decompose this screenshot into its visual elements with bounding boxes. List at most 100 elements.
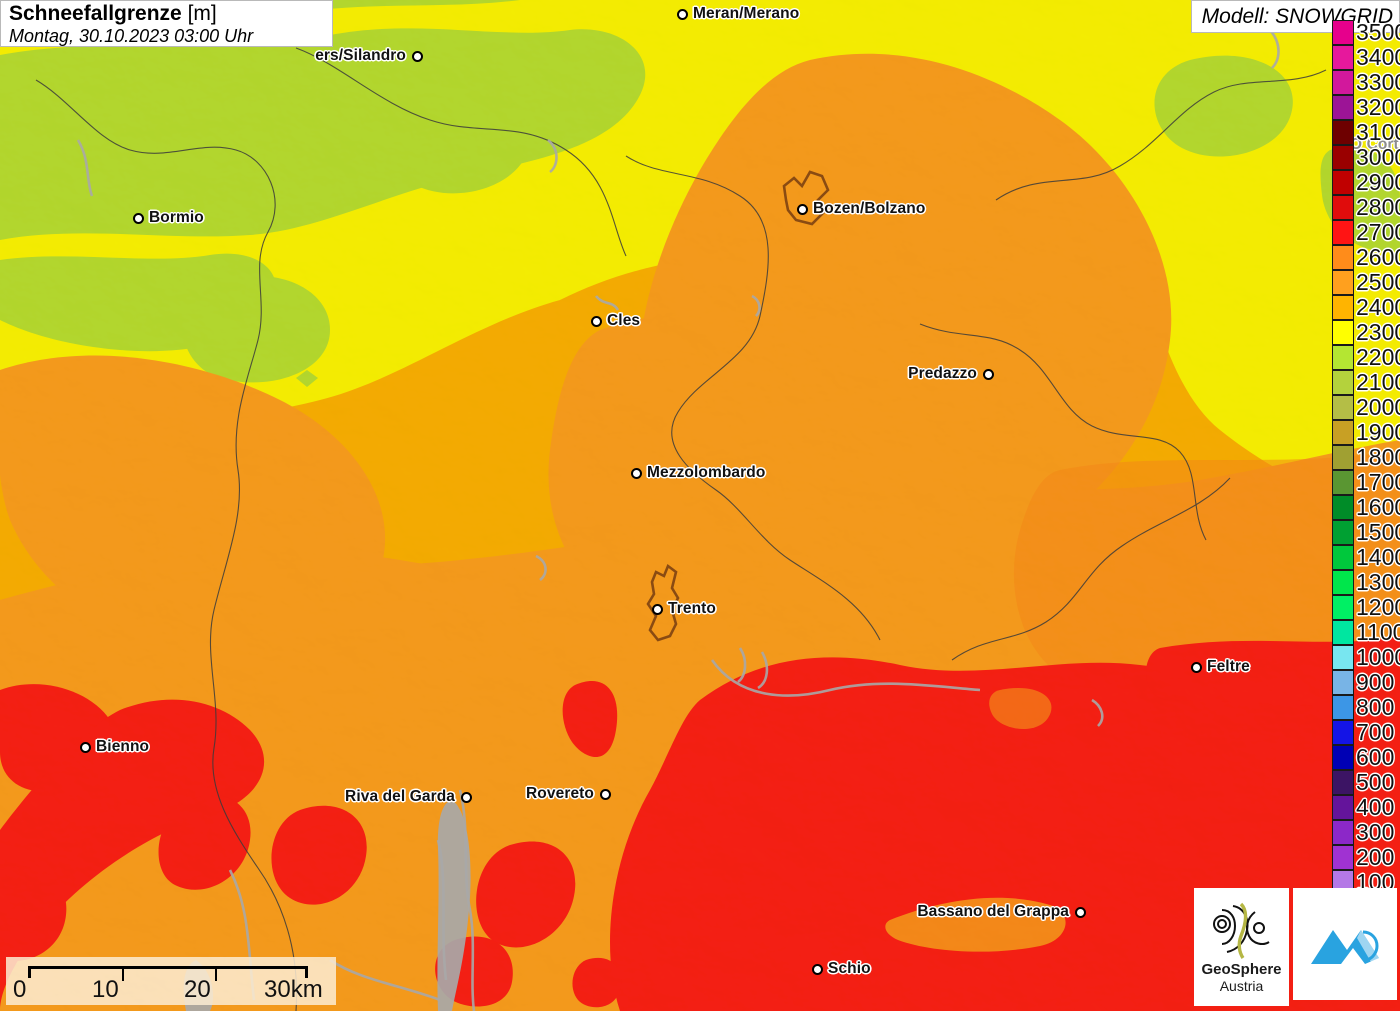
city-name: ers/Silandro [315, 47, 406, 64]
city-marker[interactable]: Feltre [1191, 658, 1250, 676]
city-dot-icon [600, 788, 611, 800]
legend-row: 3400 [1320, 45, 1400, 70]
legend-label: 1300 [1356, 569, 1400, 595]
city-marker[interactable]: Mezzolombardo [631, 464, 765, 482]
legend-swatch [1332, 345, 1354, 370]
legend-row: 1100 [1320, 620, 1400, 645]
legend-label: 1900 [1356, 419, 1400, 445]
legend-swatch [1332, 795, 1354, 820]
city-name: Mezzolombardo [647, 464, 766, 481]
city-marker[interactable]: Predazzo [908, 365, 994, 383]
legend-swatch [1332, 845, 1354, 870]
mountain-logo[interactable] [1293, 888, 1397, 1000]
legend-label: 1700 [1356, 469, 1400, 495]
legend-label: 300 [1356, 819, 1395, 845]
logo-bar: GeoSphere Austria [1194, 888, 1397, 1006]
legend-label: 3200 [1356, 94, 1400, 120]
legend-row: 800 [1320, 695, 1400, 720]
legend-row: 3200 [1320, 95, 1400, 120]
legend-row: 1900 [1320, 420, 1400, 445]
legend-swatch [1332, 495, 1354, 520]
legend-label: 2800 [1356, 194, 1400, 220]
legend-swatch [1332, 45, 1354, 70]
legend-label: 2900 [1356, 169, 1400, 195]
scale-ruler [28, 966, 308, 981]
legend-label: 3500 [1356, 19, 1400, 45]
city-marker[interactable]: ers/Silandro [315, 47, 423, 65]
geosphere-logo[interactable]: GeoSphere Austria [1194, 888, 1289, 1006]
city-marker[interactable]: Riva del Garda [345, 788, 472, 806]
city-marker[interactable]: Rovereto [526, 785, 611, 803]
title-datetime: Montag, 30.10.2023 03:00 Uhr [9, 26, 254, 46]
city-marker[interactable]: Cles [591, 312, 640, 330]
legend-swatch [1332, 295, 1354, 320]
city-dot-icon [80, 741, 91, 753]
city-dot-icon [133, 212, 144, 224]
legend-swatch [1332, 320, 1354, 345]
legend-swatch [1332, 745, 1354, 770]
city-dot-icon [797, 203, 808, 215]
city-marker[interactable]: Bormio [133, 209, 204, 227]
city-dot-icon [412, 50, 423, 62]
city-name: Bassano del Grappa [917, 903, 1069, 920]
legend-label: 200 [1356, 844, 1395, 870]
legend-row: 3000 [1320, 145, 1400, 170]
legend-label: 3000 [1356, 144, 1400, 170]
legend-label: 2500 [1356, 269, 1400, 295]
legend-row: 400 [1320, 795, 1400, 820]
legend-swatch [1332, 145, 1354, 170]
legend-label: 1400 [1356, 544, 1400, 570]
legend-row: 200 [1320, 845, 1400, 870]
scale-label-10: 10 [92, 976, 119, 1003]
city-name: Cles [607, 312, 641, 329]
city-marker[interactable]: Trento [652, 600, 716, 618]
legend-swatch [1332, 95, 1354, 120]
legend-swatch [1332, 270, 1354, 295]
legend-label: 2700 [1356, 219, 1400, 245]
legend-swatch [1332, 245, 1354, 270]
city-name: Bozen/Bolzano [813, 200, 926, 217]
city-marker[interactable]: Schio [812, 960, 871, 978]
geosphere-contour-icon [1212, 902, 1270, 959]
legend-label: 3100 [1356, 119, 1400, 145]
legend-row: 1700 [1320, 470, 1400, 495]
legend-label: 3300 [1356, 69, 1400, 95]
legend-label: 1500 [1356, 519, 1400, 545]
legend-label: 2000 [1356, 394, 1400, 420]
legend-label: 2300 [1356, 319, 1400, 345]
legend-row: 500 [1320, 770, 1400, 795]
city-name: Bienno [96, 738, 150, 755]
legend-swatch [1332, 220, 1354, 245]
legend-row: 600 [1320, 745, 1400, 770]
title-quantity: Schneefallgrenze [9, 2, 182, 25]
city-dot-icon [983, 368, 994, 380]
legend-swatch [1332, 595, 1354, 620]
scale-label-20: 20 [184, 976, 211, 1003]
city-marker[interactable]: Bassano del Grappa [917, 903, 1086, 921]
city-dot-icon [1191, 661, 1202, 673]
legend-row: 3300 [1320, 70, 1400, 95]
legend-row: 3500 [1320, 20, 1400, 45]
city-marker[interactable]: Bozen/Bolzano [797, 200, 925, 218]
legend-row: 1800 [1320, 445, 1400, 470]
legend-row: 2100 [1320, 370, 1400, 395]
legend-label: 2400 [1356, 294, 1400, 320]
city-name: Rovereto [526, 785, 594, 802]
legend-swatch [1332, 570, 1354, 595]
legend-swatch [1332, 120, 1354, 145]
legend-row: 1200 [1320, 595, 1400, 620]
scale-tick-10 [122, 969, 124, 981]
city-marker[interactable]: Bienno [80, 738, 149, 756]
city-marker[interactable]: Meran/Merano [677, 5, 799, 23]
mountain-chevron-icon [1311, 930, 1379, 964]
city-name: O Cortina [1350, 136, 1400, 153]
legend-swatch [1332, 645, 1354, 670]
scale-label-0: 0 [13, 976, 27, 1003]
map-title: Schneefallgrenze [m] [9, 2, 326, 25]
legend-swatch [1332, 770, 1354, 795]
city-name: Trento [668, 600, 716, 617]
